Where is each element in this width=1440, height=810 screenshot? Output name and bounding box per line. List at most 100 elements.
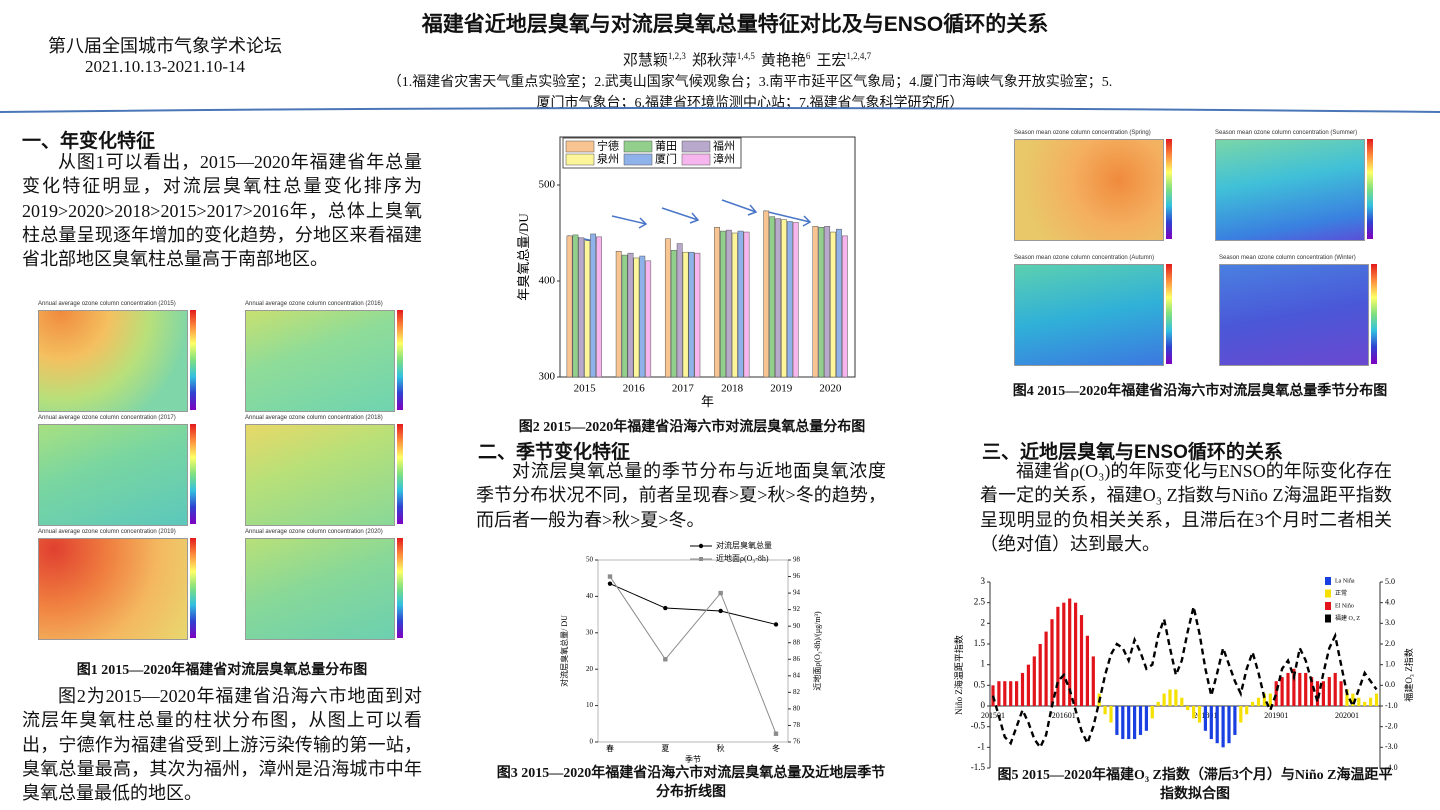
section-heading: 三、近地层臭氧与ENSO循环的关系: [982, 442, 1283, 463]
plot-frame: [597, 559, 789, 743]
bar: [1245, 706, 1249, 715]
tick-label: 76: [793, 738, 801, 746]
plot-frame: [559, 136, 856, 378]
legend-label: La Niña: [1335, 578, 1355, 584]
map-title: Annual average ozone column concentratio…: [245, 415, 383, 421]
tick-label: -1: [978, 741, 986, 751]
x-tick-label: 春: [606, 743, 614, 753]
author-name: 王宏: [816, 53, 847, 69]
bar: [769, 216, 776, 378]
bar: [1274, 681, 1278, 706]
x-tick-label: 201901: [1264, 711, 1288, 720]
colorbar: [397, 424, 403, 524]
bar: [1174, 689, 1178, 706]
bar: [725, 229, 732, 378]
axis-title: 对流层臭氧总量/ DU: [559, 615, 569, 687]
tick-label: 90: [793, 622, 801, 630]
map: [38, 424, 188, 526]
tick-label: 1.5: [974, 638, 986, 648]
bar: [1026, 664, 1030, 706]
bar: [621, 254, 628, 378]
map: [38, 538, 188, 640]
bar: [1209, 706, 1213, 740]
bar: [1192, 706, 1196, 719]
bar: [1038, 644, 1042, 706]
bar: [824, 226, 831, 378]
bar: [688, 251, 695, 378]
tick-label: 2.5: [974, 597, 986, 607]
bar: [1020, 672, 1025, 706]
bar: [596, 236, 602, 378]
bar: [1227, 706, 1231, 744]
tick-label: 92: [793, 605, 801, 613]
author-affiliation: 1,2,4,7: [846, 51, 872, 61]
legend-label: 对流层臭氧总量: [716, 540, 772, 550]
bar: [1015, 681, 1019, 706]
tick-label: 82: [793, 688, 801, 696]
tick-label: -0.5: [971, 721, 986, 731]
map: [1014, 139, 1164, 241]
line: [991, 606, 1378, 750]
colorbar: [190, 424, 196, 524]
tick-label: -1.0: [1385, 701, 1398, 710]
map-title: Annual average ozone column concentratio…: [245, 301, 383, 307]
map: [245, 424, 395, 526]
tick-label: -4.0: [1385, 763, 1398, 772]
tick-label: 1: [981, 659, 986, 669]
map: [1014, 264, 1164, 366]
axis-title: 年臭氧总量/DU: [516, 213, 531, 301]
bar: [830, 231, 836, 378]
legend-swatch: [1325, 589, 1331, 598]
bar: [720, 230, 726, 378]
bar: [1074, 602, 1078, 706]
tick-label: 2: [981, 617, 986, 627]
bar: [694, 252, 701, 378]
bar: [1339, 681, 1343, 706]
bar: [682, 251, 689, 378]
map-title: Annual average ozone column concentratio…: [38, 415, 176, 421]
map: [38, 310, 188, 412]
line: [609, 583, 777, 625]
tick-label: 0.5: [974, 679, 986, 689]
bar: [566, 235, 573, 378]
tick-label: -3.0: [1385, 742, 1398, 751]
x-tick-label: 2016: [623, 383, 646, 395]
x-tick-label: 2018: [721, 383, 744, 395]
bar: [1138, 706, 1143, 735]
marker: [607, 581, 613, 586]
bar: [1357, 697, 1361, 706]
tick-label: 0: [590, 738, 594, 746]
x-tick-label: 2017: [672, 383, 695, 395]
axis-title: 近地面ρ(O₃-8h)/(μg/m³): [812, 611, 822, 691]
tick-label: 50: [586, 556, 594, 564]
bar: [1003, 681, 1007, 706]
bar: [792, 222, 799, 378]
tick-label: 300: [539, 371, 556, 383]
legend-label: 漳州: [713, 152, 735, 166]
bar: [991, 685, 995, 706]
bar: [1327, 677, 1331, 706]
marker: [718, 590, 723, 596]
legend-label: 莆田: [655, 140, 677, 153]
legend-swatch: [681, 153, 711, 166]
bar: [997, 681, 1001, 706]
marker: [718, 608, 723, 614]
bar: [1304, 672, 1308, 706]
date: 2021.10.13-2021.10-14: [84, 57, 246, 76]
bar: [1262, 693, 1266, 706]
bar: [1197, 706, 1202, 723]
bar: [786, 221, 793, 378]
bar: [627, 252, 634, 378]
bar: [1215, 706, 1219, 744]
bar: [1009, 681, 1013, 706]
bar: [1268, 693, 1272, 706]
bar: [1233, 706, 1237, 735]
bar: [1068, 598, 1072, 706]
marker: [663, 657, 668, 662]
caption: 图4 2015—2020年福建省沿海六市对流层臭氧总量季节分布图: [1012, 384, 1388, 399]
tick-label: 30: [586, 628, 594, 636]
bar: [1127, 706, 1131, 740]
tick-label: 5.0: [1385, 577, 1395, 586]
